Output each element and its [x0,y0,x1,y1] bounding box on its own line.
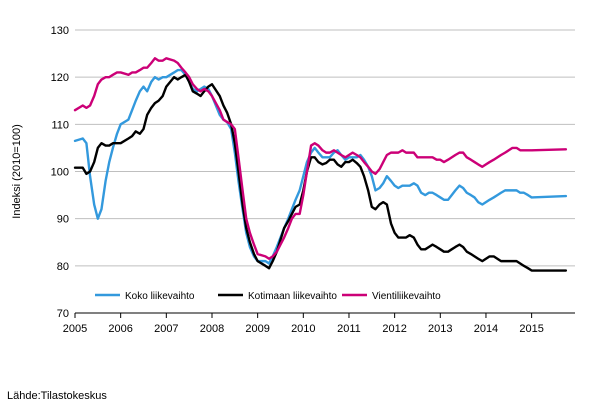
x-axis-ticks: 2005 2006 2007 2008 2009 2010 2011 2012 2013 2014… [63,313,544,335]
legend: Koko liikevaihto Kotimaan liikevaihto Vien… [95,291,441,302]
y-tick-label: 130 [51,25,69,37]
legend-label-1: Koko liikevaihto [125,291,195,302]
series-line-1 [73,68,568,265]
y-tick-label: 110 [51,119,69,131]
x-tick-label: 2010 [291,323,315,335]
x-tick-label: 2005 [63,323,87,335]
source-note: Lähde:Tilastokeskus [7,390,107,402]
y-tick-label: 120 [51,72,69,84]
x-tick-label: 2015 [519,323,543,335]
series-line-2 [73,73,568,272]
y-axis-ticks: 70 80 90 100 110 120 130 [51,25,69,320]
x-tick-label: 2006 [108,323,132,335]
y-tick-label: 100 [51,167,69,179]
legend-label-2: Kotimaan liikevaihto [248,291,337,302]
y-tick-label: 70 [57,308,69,320]
x-tick-label: 2008 [200,323,224,335]
x-tick-label: 2007 [154,323,178,335]
x-tick-label: 2014 [474,323,498,335]
x-tick-label: 2009 [245,323,269,335]
x-tick-label: 2012 [382,323,406,335]
series-line-3 [73,57,568,260]
x-tick-label: 2013 [428,323,452,335]
y-tick-label: 80 [57,261,69,273]
x-tick-label: 2011 [337,323,361,335]
y-tick-label: 90 [57,214,69,226]
legend-label-3: Vientiliikevaihto [372,291,441,302]
gridlines [75,29,575,267]
y-axis-label: Indeksi (2010=100) [11,124,23,218]
series-lines [73,57,568,272]
